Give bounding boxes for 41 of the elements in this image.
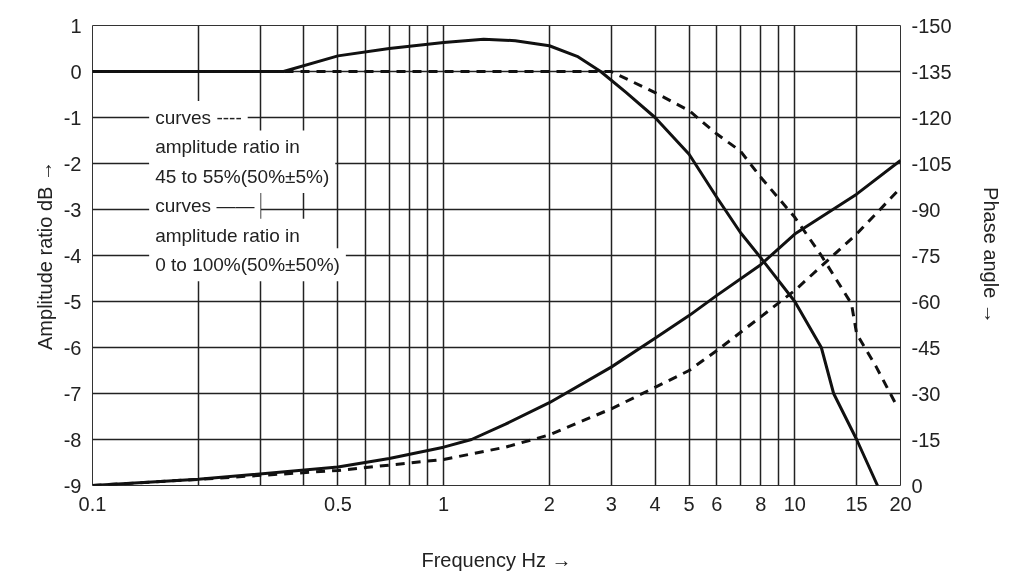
annotation: amplitude ratio in [155, 224, 300, 246]
y2-axis-title: Phase angle → [979, 187, 1002, 324]
y2-tick-label: -30 [911, 382, 941, 405]
annotation: amplitude ratio in [155, 136, 300, 158]
y2-tick-label: -135 [911, 60, 952, 83]
annotation: curves —— [155, 195, 255, 217]
y-tick-label: -6 [63, 336, 82, 359]
x-tick-label: 8 [755, 492, 767, 515]
y-tick-label: -3 [63, 198, 82, 221]
y2-tick-label: -120 [911, 106, 952, 129]
annotation: 45 to 55%(50%±5%) [155, 165, 330, 187]
x-tick-label: 6 [711, 492, 723, 515]
x-tick-label: 15 [845, 492, 868, 515]
annotation: 0 to 100%(50%±50%) [155, 254, 340, 276]
x-tick-label: 0.5 [324, 492, 352, 515]
y-tick-label: -7 [63, 382, 82, 405]
y2-tick-label: -105 [911, 152, 952, 175]
y2-tick-label: 0 [911, 474, 923, 497]
x-tick-label: 5 [683, 492, 695, 515]
x-tick-label: 20 [889, 492, 912, 515]
x-tick-label: 1 [438, 492, 450, 515]
x-tick-label: 3 [605, 492, 617, 515]
y2-tick-label: -45 [911, 336, 941, 359]
y2-tick-label: -150 [911, 14, 952, 37]
y2-tick-label: -75 [911, 244, 941, 267]
y2-tick-label: -60 [911, 290, 941, 313]
y-axis-title: Amplitude ratio dB → [33, 161, 56, 350]
y2-tick-label: -15 [911, 428, 941, 451]
y-tick-label: -8 [63, 428, 82, 451]
y-tick-label: -4 [63, 244, 82, 267]
y-tick-label: -5 [63, 290, 82, 313]
y-tick-label: -2 [63, 152, 82, 175]
x-tick-label: 10 [783, 492, 806, 515]
x-axis-title: Frequency Hz → [421, 548, 572, 571]
x-tick-label: 4 [649, 492, 661, 515]
annotation: curves ---- [155, 107, 242, 128]
y-tick-label: 1 [70, 14, 82, 37]
y2-tick-label: -90 [911, 198, 941, 221]
y-tick-label: -1 [63, 106, 82, 129]
y-tick-label: 0 [70, 60, 82, 83]
x-tick-label: 2 [543, 492, 555, 515]
